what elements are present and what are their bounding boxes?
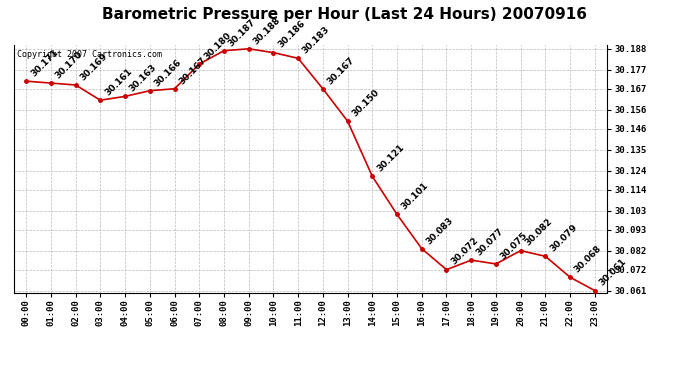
Text: 30.167: 30.167 [177, 55, 208, 86]
Text: 30.170: 30.170 [54, 50, 84, 80]
Text: 30.171: 30.171 [29, 48, 60, 78]
Text: 30.180: 30.180 [202, 31, 233, 61]
Text: Copyright 2007 Cartronics.com: Copyright 2007 Cartronics.com [17, 50, 161, 59]
Text: 30.121: 30.121 [375, 143, 406, 174]
Text: 30.186: 30.186 [276, 19, 307, 50]
Text: 30.082: 30.082 [524, 217, 554, 248]
Text: 30.161: 30.161 [103, 67, 134, 98]
Text: 30.167: 30.167 [326, 55, 357, 86]
Text: 30.079: 30.079 [548, 223, 579, 254]
Text: 30.101: 30.101 [400, 181, 431, 212]
Text: 30.075: 30.075 [499, 230, 529, 261]
Text: 30.187: 30.187 [227, 17, 257, 48]
Text: 30.077: 30.077 [474, 226, 505, 257]
Text: Barometric Pressure per Hour (Last 24 Hours) 20070916: Barometric Pressure per Hour (Last 24 Ho… [103, 8, 587, 22]
Text: 30.169: 30.169 [79, 51, 109, 82]
Text: 30.150: 30.150 [351, 88, 381, 118]
Text: 30.061: 30.061 [598, 257, 629, 288]
Text: 30.083: 30.083 [424, 215, 455, 246]
Text: 30.163: 30.163 [128, 63, 159, 94]
Text: 30.072: 30.072 [449, 236, 480, 267]
Text: 30.166: 30.166 [152, 57, 184, 88]
Text: 30.068: 30.068 [573, 244, 604, 274]
Text: 30.188: 30.188 [251, 15, 282, 46]
Text: 30.183: 30.183 [301, 25, 332, 56]
